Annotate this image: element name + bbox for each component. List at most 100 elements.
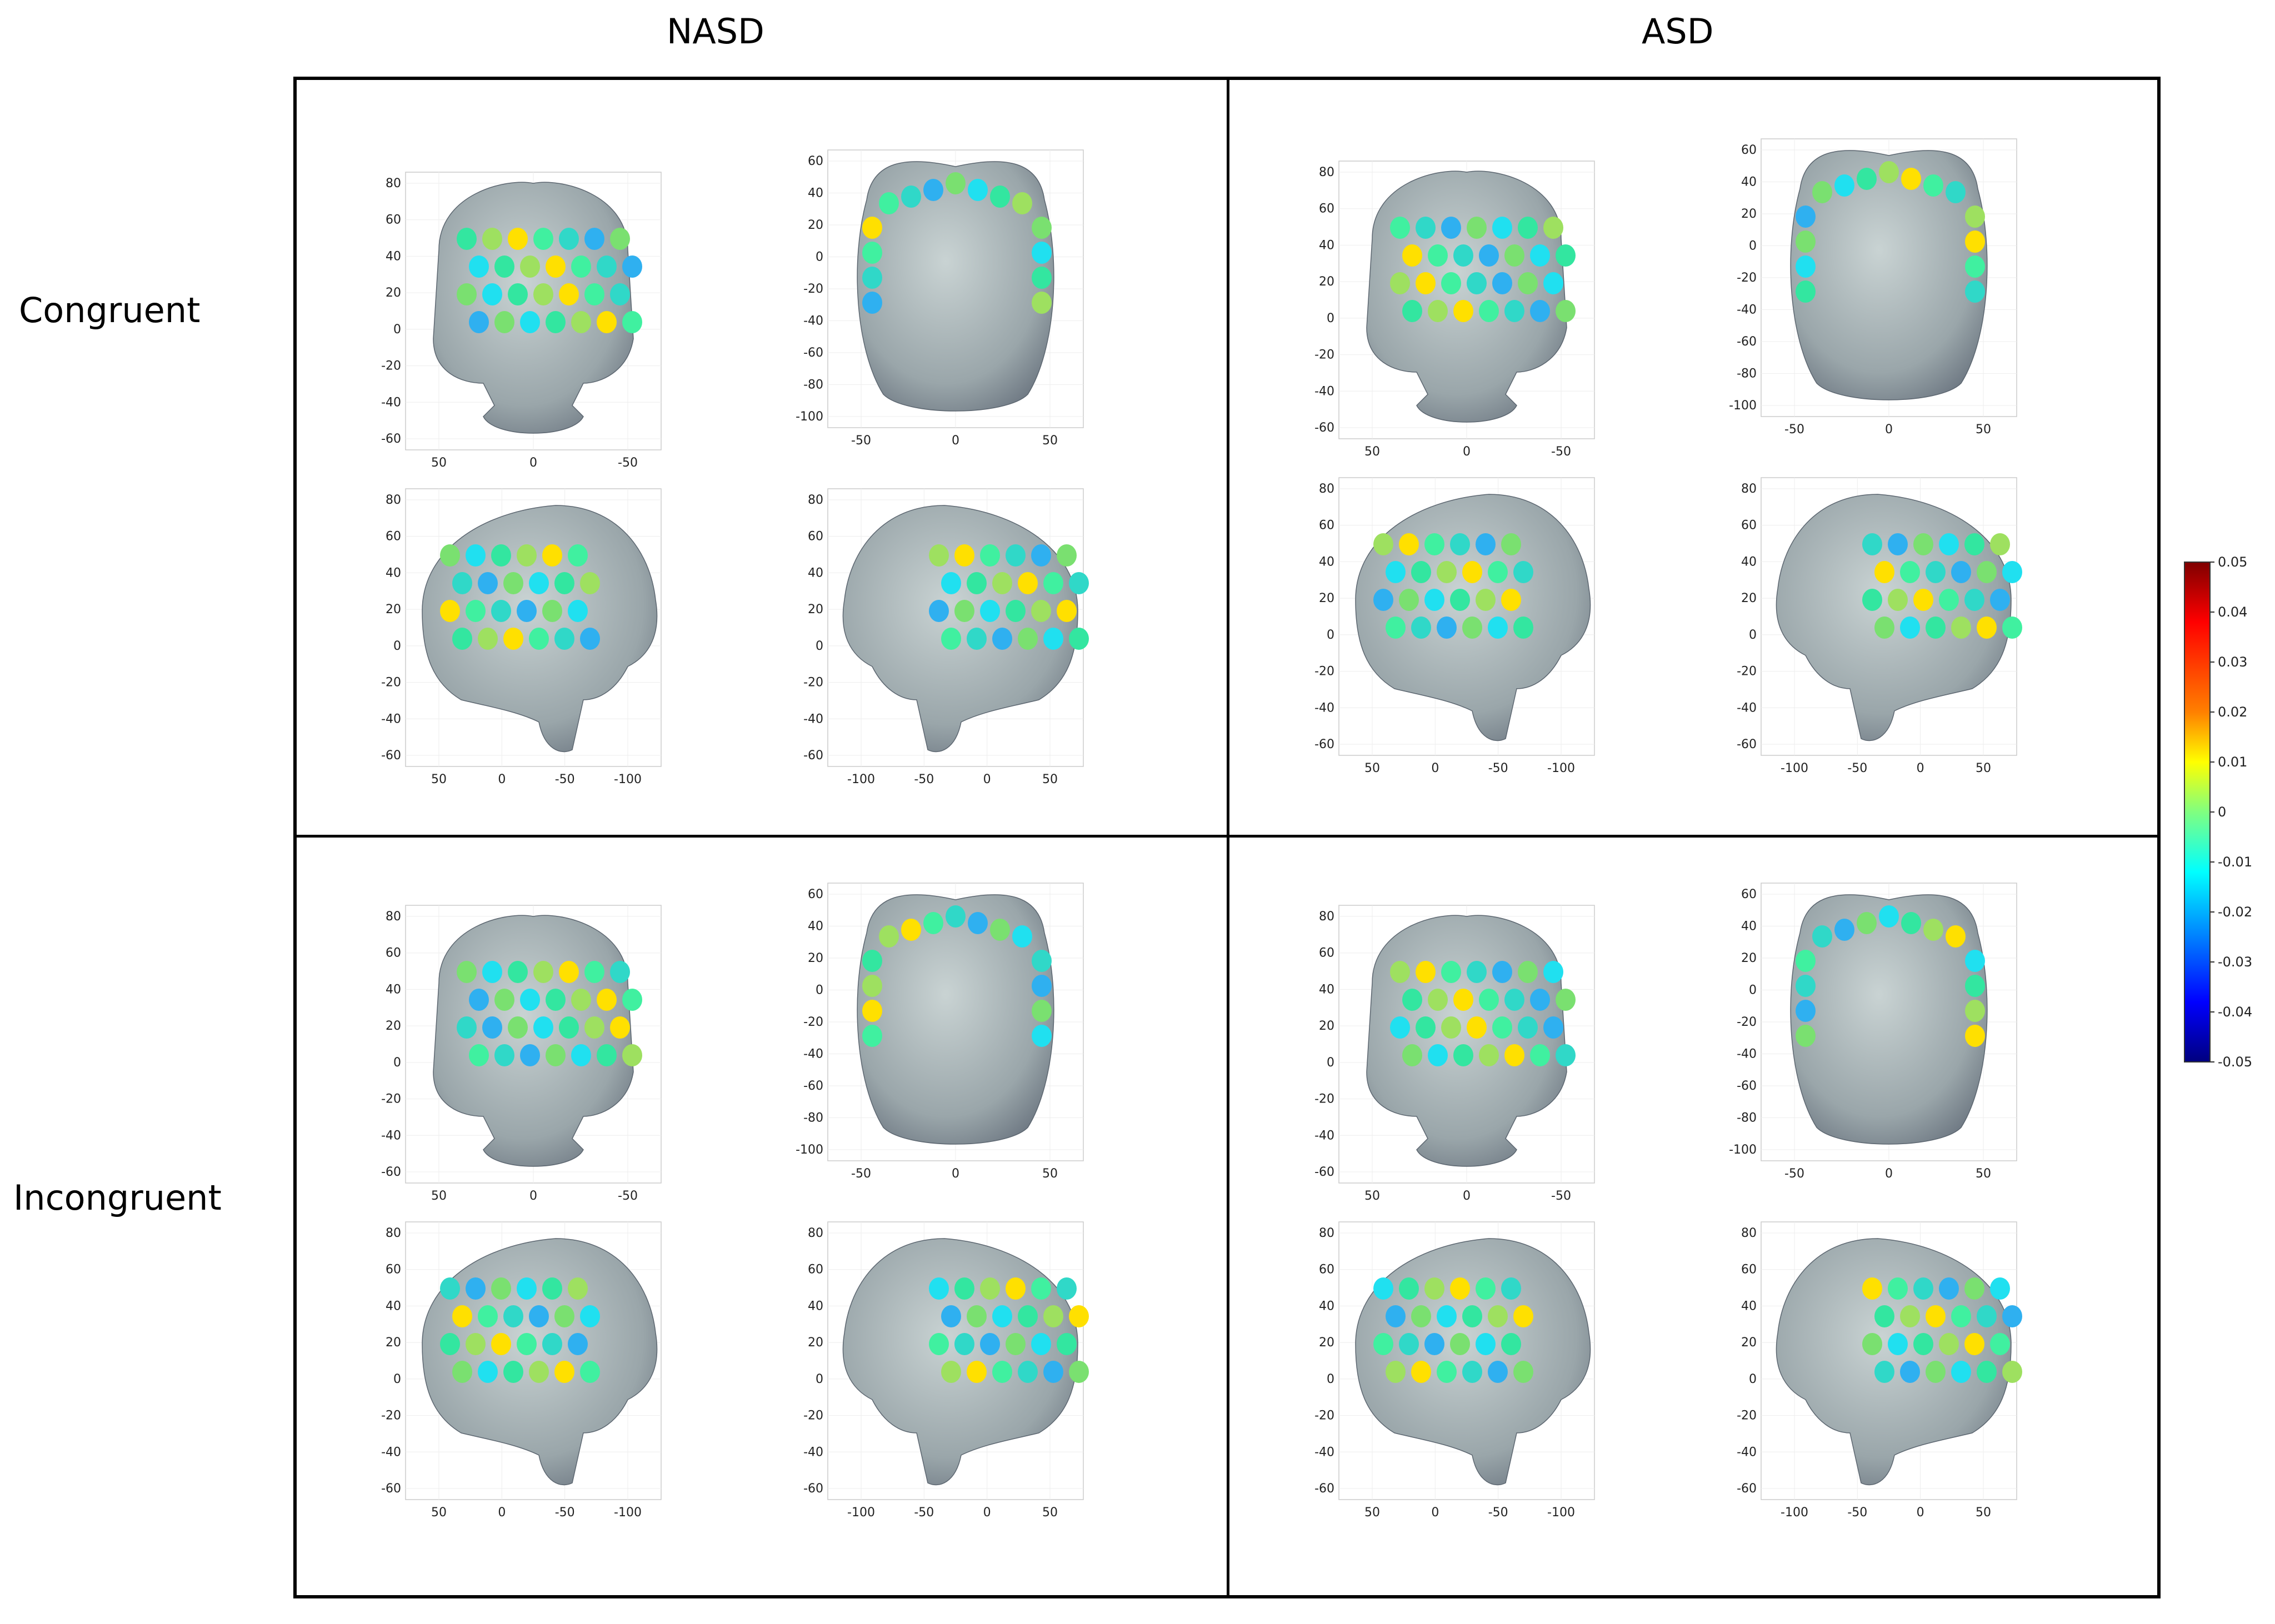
channel-dot xyxy=(452,572,472,594)
y-tick-label: 40 xyxy=(1741,1299,1757,1313)
channel-dot xyxy=(571,255,591,278)
y-tick-label: 0 xyxy=(1327,1372,1334,1386)
brain-view-left: 80 60 40 20 0 -20 -40 -60 50 0 -50 -100 xyxy=(367,488,689,813)
x-tick-label: 50 xyxy=(431,773,447,786)
channel-dot xyxy=(533,961,553,983)
channel-dot xyxy=(1874,616,1894,639)
channel-dot xyxy=(1402,1044,1422,1066)
channel-dot xyxy=(1492,272,1512,294)
brain-view-left: 80 60 40 20 0 -20 -40 -60 50 0 -50 -100 xyxy=(367,1221,689,1546)
y-tick-label: -40 xyxy=(803,314,823,328)
y-tick-label: 80 xyxy=(386,177,401,191)
channel-dot xyxy=(529,1361,549,1383)
channel-dot xyxy=(1032,1025,1052,1047)
channel-dot xyxy=(1467,961,1487,983)
y-tick-label: -60 xyxy=(381,1165,401,1179)
channel-dot xyxy=(992,572,1012,594)
channel-dot xyxy=(1057,600,1077,622)
x-tick-label: 50 xyxy=(431,1189,447,1203)
channel-dot xyxy=(1032,242,1052,264)
channel-dot xyxy=(1453,989,1473,1011)
channel-dot xyxy=(559,283,579,305)
channel-dot xyxy=(1796,230,1816,253)
channel-dot xyxy=(980,1277,1000,1300)
y-tick-label: 80 xyxy=(1741,1226,1757,1240)
channel-dot xyxy=(1834,919,1854,941)
x-tick-label: -50 xyxy=(1847,761,1867,775)
channel-dot xyxy=(1504,989,1524,1011)
y-tick-label: -40 xyxy=(803,1047,823,1061)
brain-surface xyxy=(433,182,634,434)
channel-dot xyxy=(1977,1361,1997,1383)
channel-dot xyxy=(1796,950,1816,972)
channel-dot xyxy=(1402,244,1422,267)
y-tick-label: 0 xyxy=(1327,1056,1334,1070)
y-tick-label: 80 xyxy=(1319,482,1334,496)
channel-dot xyxy=(1913,1333,1933,1355)
channel-dot xyxy=(568,1333,588,1355)
channel-dot xyxy=(2002,1305,2022,1327)
channel-dot xyxy=(469,255,489,278)
channel-dot xyxy=(533,228,553,250)
channel-dot xyxy=(1926,1361,1946,1383)
channel-dot xyxy=(1530,244,1550,267)
channel-dot xyxy=(1424,589,1444,611)
channel-dot xyxy=(452,1361,472,1383)
x-tick-label: -100 xyxy=(614,773,642,786)
channel-dot xyxy=(1543,217,1563,239)
x-tick-label: -50 xyxy=(914,1506,934,1520)
x-tick-label: 50 xyxy=(1364,761,1380,775)
x-tick-label: -50 xyxy=(914,773,934,786)
channel-dot xyxy=(901,186,921,208)
brain-view-right: 80 60 40 20 0 -20 -40 -60 -100 -50 0 50 xyxy=(1722,477,2044,802)
channel-dot xyxy=(1462,1361,1482,1383)
channel-dot xyxy=(1012,192,1032,214)
y-tick-label: 20 xyxy=(808,218,823,232)
channel-dot xyxy=(941,628,961,650)
x-tick-label: -50 xyxy=(1488,761,1508,775)
colorbar-tick-label: 0.05 xyxy=(2218,554,2247,570)
channel-dot xyxy=(879,192,899,214)
channel-dot xyxy=(478,628,498,650)
channel-dot xyxy=(862,242,882,264)
y-tick-label: -80 xyxy=(1737,1111,1757,1125)
y-tick-label: 0 xyxy=(1327,312,1334,325)
y-tick-label: 0 xyxy=(393,1056,401,1070)
channel-dot xyxy=(1437,1361,1457,1383)
channel-dot xyxy=(1032,292,1052,314)
channel-dot xyxy=(491,544,511,567)
y-tick-label: 60 xyxy=(1319,946,1334,960)
x-tick-label: 50 xyxy=(1976,423,1991,437)
channel-dot xyxy=(1530,300,1550,322)
y-tick-label: 40 xyxy=(1741,920,1757,934)
channel-dot xyxy=(1479,244,1499,267)
brain-view-top: 60 40 20 0 -20 -40 -60 -80 -100 -50 0 50 xyxy=(1722,883,2044,1207)
channel-dot xyxy=(568,1277,588,1300)
brain-surface xyxy=(1790,150,1988,400)
colorbar: 0.05 0.04 0.03 0.02 0.01 0 -0.01 -0.02 -0.03 -0.0… xyxy=(2178,554,2272,1080)
channel-dot xyxy=(1939,533,1959,555)
channel-dot xyxy=(520,255,540,278)
x-tick-label: -100 xyxy=(847,773,875,786)
y-tick-label: 20 xyxy=(386,1336,401,1350)
channel-dot xyxy=(1031,544,1051,567)
brain-surface xyxy=(842,505,1078,753)
channel-dot xyxy=(1437,561,1457,583)
channel-dot xyxy=(478,1305,498,1327)
x-tick-label: 50 xyxy=(1364,1189,1380,1203)
channel-dot xyxy=(1900,616,1920,639)
y-tick-label: 20 xyxy=(1741,1336,1757,1350)
channel-dot xyxy=(580,572,600,594)
brain-surface xyxy=(1776,1238,2012,1486)
channel-dot xyxy=(1032,267,1052,289)
channel-dot xyxy=(571,989,591,1011)
channel-dot xyxy=(580,628,600,650)
channel-dot xyxy=(1900,561,1920,583)
axes-box xyxy=(405,488,662,767)
y-tick-label: -60 xyxy=(803,346,823,360)
axes-box xyxy=(1338,477,1595,756)
channel-dot xyxy=(546,311,566,333)
brain-view-top: 60 40 20 0 -20 -40 -60 -80 -100 -50 0 50 xyxy=(789,149,1111,474)
channel-dot xyxy=(1402,989,1422,1011)
channel-dot xyxy=(466,600,486,622)
